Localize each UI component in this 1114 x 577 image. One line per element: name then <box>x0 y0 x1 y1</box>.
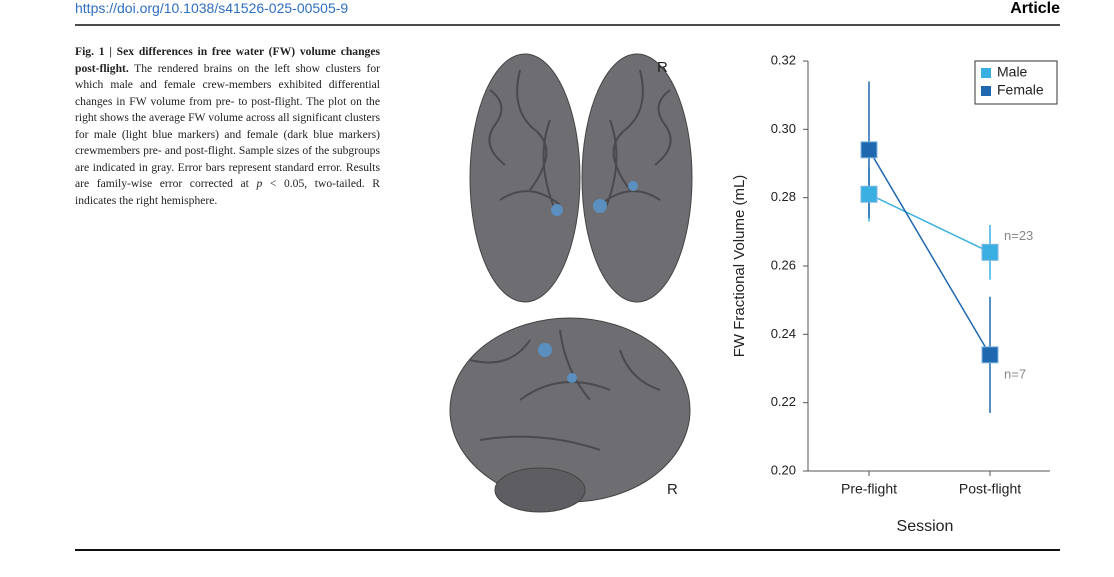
x-tick-label: Pre-flight <box>841 481 897 497</box>
section-label: Article <box>1010 0 1060 17</box>
y-tick-label: 0.26 <box>771 257 796 272</box>
y-tick-label: 0.24 <box>771 326 796 341</box>
sulci <box>469 329 661 451</box>
cluster <box>567 373 577 383</box>
y-tick-label: 0.22 <box>771 394 796 409</box>
cluster <box>593 199 607 213</box>
sample-size: n=23 <box>1004 228 1033 243</box>
caption: Fig. 1 | Sex differences in free water (… <box>75 44 380 209</box>
x-axis-label: Session <box>897 518 954 535</box>
hemisphere <box>581 53 693 303</box>
y-axis-label: FW Fractional Volume (mL) <box>731 175 748 358</box>
y-tick-label: 0.20 <box>771 462 796 477</box>
legend-label: Female <box>997 82 1044 98</box>
cluster <box>628 181 638 191</box>
x-tick-label: Post-flight <box>959 481 1021 497</box>
caption-title: Fig. 1 | Sex differences in free water (… <box>75 45 380 75</box>
marker <box>860 141 878 159</box>
cluster <box>551 204 563 216</box>
sulci <box>488 69 672 211</box>
cluster <box>538 343 552 357</box>
y-tick-label: 0.28 <box>771 189 796 204</box>
caption-tail: < 0.05, two-tailed. R indicates the righ… <box>75 177 380 207</box>
marker <box>981 243 999 261</box>
marker <box>860 185 878 203</box>
y-tick-label: 0.32 <box>771 52 796 67</box>
doi-link[interactable]: https://doi.org/10.1038/s41526-025-00505… <box>75 0 349 16</box>
series-line <box>868 149 991 356</box>
legend-label: Male <box>997 64 1028 80</box>
hemisphere-label: R <box>657 59 668 76</box>
y-tick-label: 0.30 <box>771 121 796 136</box>
sample-size: n=7 <box>1004 366 1026 381</box>
caption-italic: p <box>256 177 263 190</box>
cerebellum <box>494 467 586 513</box>
legend-swatch <box>981 68 991 78</box>
hemisphere-label: R <box>667 481 678 498</box>
brain-side <box>449 317 691 513</box>
legend-swatch <box>981 86 991 96</box>
caption-text: The rendered brains on the left show clu… <box>75 61 380 191</box>
series-line <box>868 193 991 254</box>
marker <box>981 346 999 364</box>
hemisphere <box>469 53 581 303</box>
brain-top <box>469 53 693 303</box>
